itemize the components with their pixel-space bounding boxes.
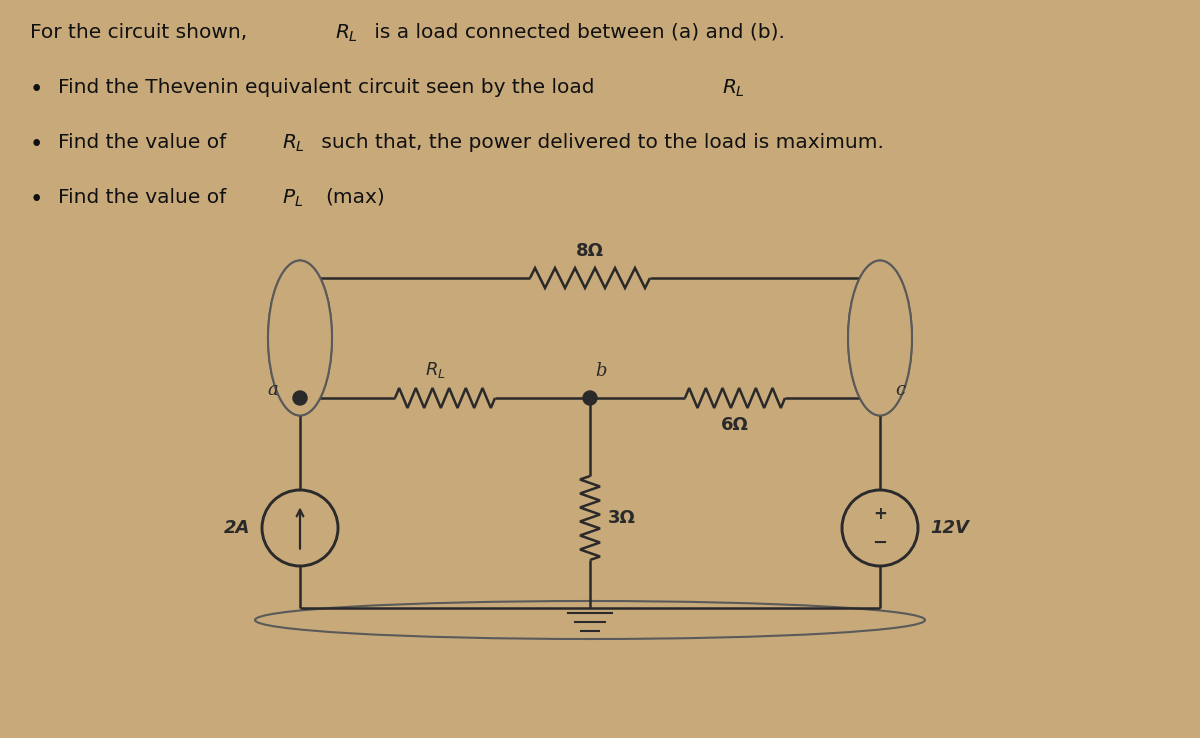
Text: Find the value of: Find the value of [58,133,233,152]
Circle shape [293,391,307,405]
Text: +: + [874,505,887,523]
Text: $R_L$: $R_L$ [722,78,745,100]
Text: $R_L$: $R_L$ [425,360,445,380]
Text: (max): (max) [325,188,385,207]
Text: 6Ω: 6Ω [721,416,749,434]
Text: •: • [30,78,43,101]
Text: $R_L$: $R_L$ [335,23,358,44]
Text: 3Ω: 3Ω [608,509,636,527]
Text: c: c [895,381,905,399]
Text: •: • [30,188,43,211]
Text: b: b [595,362,606,380]
Circle shape [583,391,598,405]
Text: •: • [30,133,43,156]
Text: is a load connected between (a) and (b).: is a load connected between (a) and (b). [368,23,785,42]
Text: Find the Thevenin equivalent circuit seen by the load: Find the Thevenin equivalent circuit see… [58,78,601,97]
Ellipse shape [848,261,912,415]
Text: For the circuit shown,: For the circuit shown, [30,23,253,42]
Text: 8Ω: 8Ω [576,242,604,260]
Text: Find the value of: Find the value of [58,188,233,207]
Ellipse shape [268,261,332,415]
Text: such that, the power delivered to the load is maximum.: such that, the power delivered to the lo… [314,133,884,152]
Text: 12V: 12V [930,519,968,537]
Text: $P_L$: $P_L$ [282,188,304,210]
Text: −: − [872,534,888,551]
Text: $R_L$: $R_L$ [282,133,305,154]
Text: a: a [268,381,278,399]
Text: 2A: 2A [223,519,250,537]
